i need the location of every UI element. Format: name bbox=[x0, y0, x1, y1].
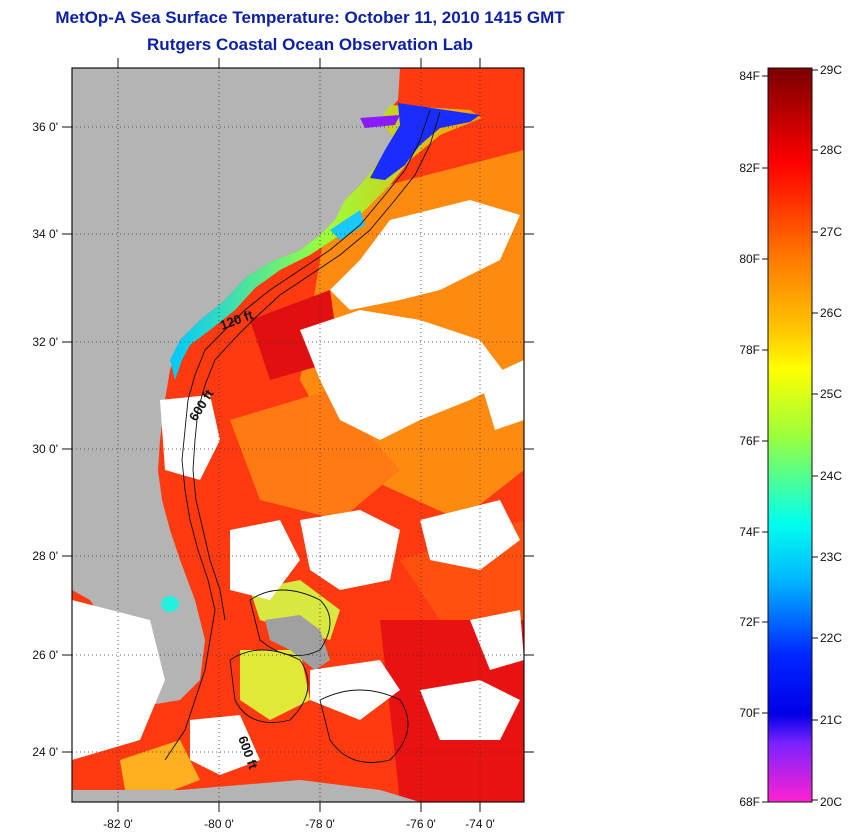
colorbar-f-label: 68F bbox=[739, 795, 760, 809]
cloud-cover bbox=[72, 200, 524, 775]
lat-label: 36 0' bbox=[32, 120, 58, 134]
colorbar-c-label: 24C bbox=[820, 469, 842, 483]
lat-label: 24 0' bbox=[32, 745, 58, 759]
colorbar-c-label: 29C bbox=[820, 63, 842, 77]
lat-label: 26 0' bbox=[32, 648, 58, 662]
cold-water-hatteras bbox=[370, 103, 480, 180]
sst-map bbox=[72, 68, 524, 802]
lake-okeechobee bbox=[161, 596, 179, 612]
cold-water-coast bbox=[330, 210, 365, 240]
colorbar-f-label: 84F bbox=[739, 69, 760, 83]
longitude-labels: -82 0' -80 0' -78 0' -76 0' -74 0' bbox=[103, 817, 495, 831]
lon-label: -80 0' bbox=[204, 817, 234, 831]
lat-label: 34 0' bbox=[32, 227, 58, 241]
shallow-bank bbox=[240, 650, 310, 720]
keys-water bbox=[120, 740, 200, 795]
colorbar-c-label: 23C bbox=[820, 550, 842, 564]
coastal-cold-band bbox=[170, 105, 482, 380]
map-title: MetOp-A Sea Surface Temperature: October… bbox=[55, 8, 565, 27]
map-grid bbox=[72, 68, 524, 802]
bahamas-island bbox=[265, 615, 330, 670]
latitude-labels: 36 0' 34 0' 32 0' 30 0' 28 0' 26 0' 24 0… bbox=[32, 120, 58, 759]
colorbar-f-label: 70F bbox=[739, 706, 760, 720]
colorbar-f-label: 80F bbox=[739, 252, 760, 266]
colorbar-c-label: 27C bbox=[820, 225, 842, 239]
colorbar-gradient bbox=[767, 67, 813, 803]
colorbar-c-label: 28C bbox=[820, 143, 842, 157]
colorbar-f-label: 72F bbox=[739, 615, 760, 629]
colorbar-f-label: 74F bbox=[739, 525, 760, 539]
axis-ticks bbox=[62, 58, 534, 812]
colorbar-f-label: 76F bbox=[739, 434, 760, 448]
lat-label: 32 0' bbox=[32, 335, 58, 349]
colorbar: 84F 82F 80F 78F 76F 74F 72F 70F 68F 29C … bbox=[739, 63, 842, 809]
colorbar-c-label: 20C bbox=[820, 795, 842, 809]
colorbar-c-label: 22C bbox=[820, 631, 842, 645]
lon-label: -78 0' bbox=[305, 817, 335, 831]
colorbar-c-label: 21C bbox=[820, 713, 842, 727]
map-subtitle: Rutgers Coastal Ocean Observation Lab bbox=[147, 35, 473, 54]
map-frame bbox=[71, 67, 525, 803]
lat-label: 30 0' bbox=[32, 442, 58, 456]
lon-label: -74 0' bbox=[465, 817, 495, 831]
cold-water-sound bbox=[360, 115, 400, 128]
cuba-land bbox=[72, 780, 420, 802]
bathymetry-contours bbox=[164, 109, 441, 763]
lon-label: -82 0' bbox=[103, 817, 133, 831]
lat-label: 28 0' bbox=[32, 549, 58, 563]
colorbar-c-label: 26C bbox=[820, 306, 842, 320]
lon-label: -76 0' bbox=[406, 817, 436, 831]
land-mass bbox=[72, 68, 400, 705]
colorbar-f-label: 82F bbox=[739, 161, 760, 175]
colorbar-f-label: 78F bbox=[739, 343, 760, 357]
colorbar-c-label: 25C bbox=[820, 387, 842, 401]
